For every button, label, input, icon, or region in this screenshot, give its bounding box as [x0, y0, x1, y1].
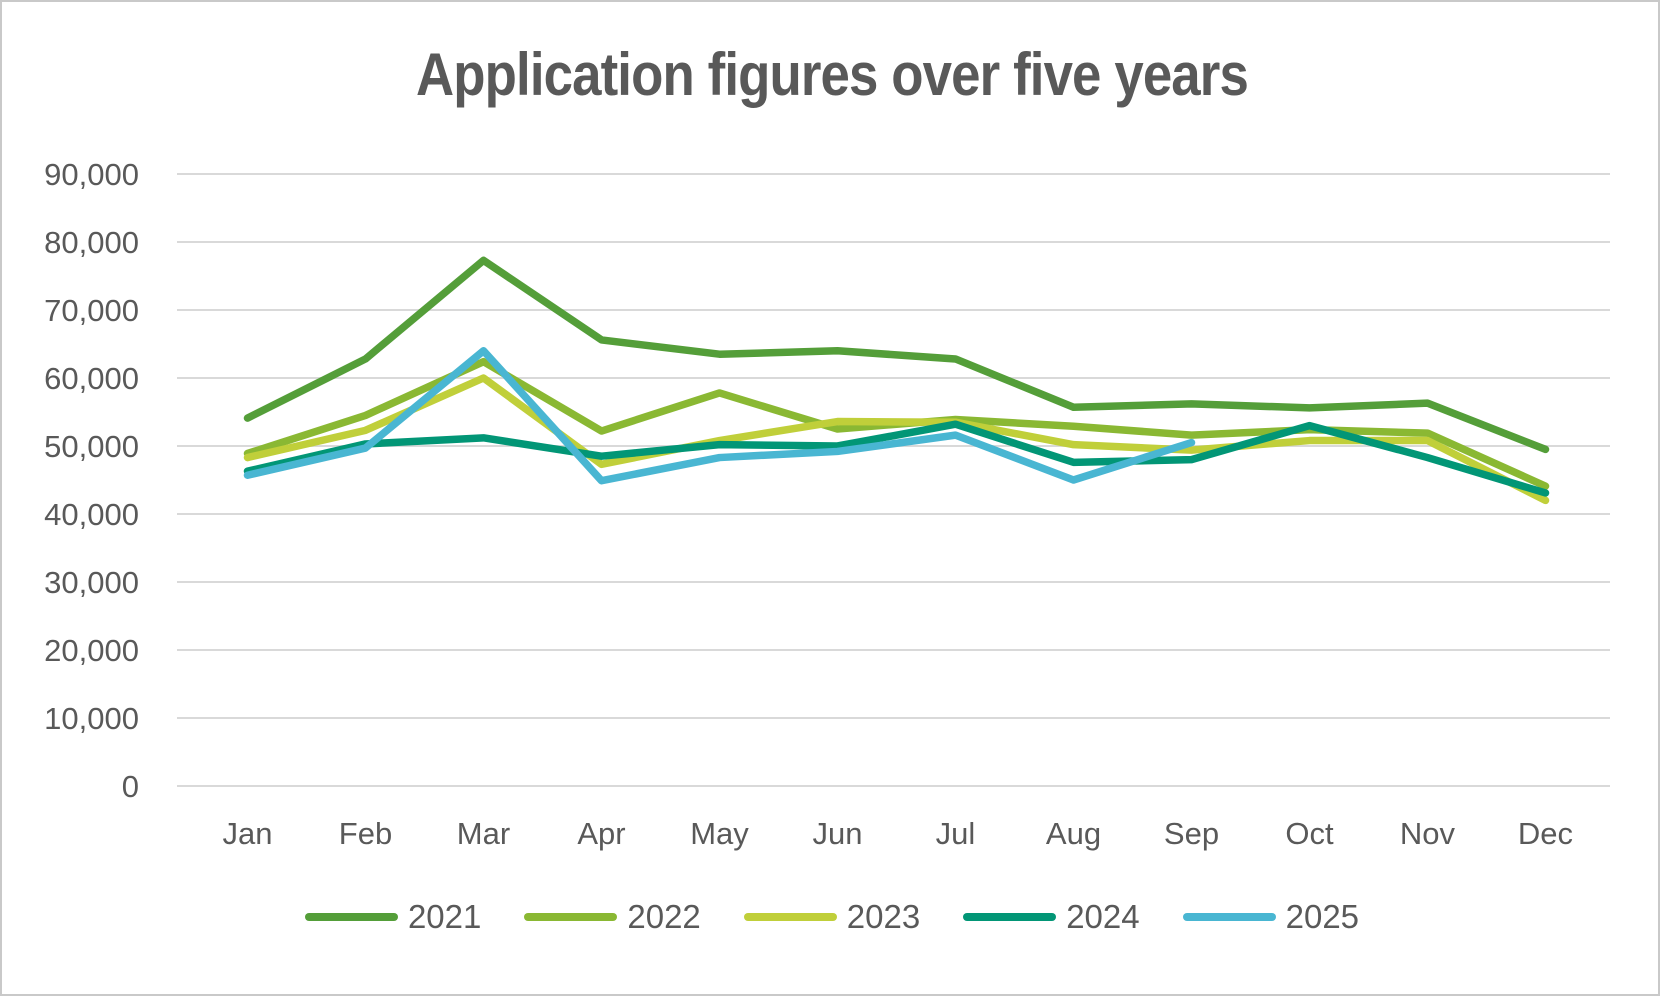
legend-label-2021: 2021 [407, 898, 482, 935]
chart-legend: 2021 2022 2023 2024 2025 [2, 898, 1658, 936]
y-axis-tick-label: 30,000 [44, 565, 139, 600]
x-axis-tick-label-sep: Sep [1164, 816, 1219, 851]
x-axis-tick-label-aug: Aug [1046, 816, 1101, 851]
y-axis-tick-label: 20,000 [44, 633, 139, 668]
y-axis-tick-label: 80,000 [44, 225, 139, 260]
y-axis-tick-label: 90,000 [44, 157, 139, 192]
x-axis-tick-label-jun: Jun [813, 816, 863, 851]
x-axis-tick-label-may: May [690, 816, 749, 851]
y-axis-tick-label: 0 [122, 769, 139, 804]
legend-item-2022: 2022 [524, 898, 701, 936]
y-axis-tick-label: 70,000 [44, 293, 139, 328]
line-chart-plot-area: 0 10,000 20,000 30,000 40,000 50,000 60,000 70,… [44, 157, 1610, 851]
x-axis-tick-label-mar: Mar [457, 816, 510, 851]
x-axis-tick-label-apr: Apr [577, 816, 625, 851]
x-axis-tick-label-oct: Oct [1285, 816, 1334, 851]
x-axis-tick-label-feb: Feb [339, 816, 392, 851]
legend-label-2025: 2025 [1285, 898, 1360, 935]
x-axis-tick-label-dec: Dec [1518, 816, 1573, 851]
series-line-2023 [243, 374, 1550, 505]
legend-swatch-2024 [963, 913, 1057, 921]
chart-title: Application figures over five years [416, 41, 1249, 108]
legend-label-2022: 2022 [627, 898, 701, 935]
legend-label-2023: 2023 [846, 898, 921, 935]
y-axis-tick-label: 50,000 [44, 429, 139, 464]
legend-swatch-2022 [524, 913, 618, 921]
x-axis-tick-label-jul: Jul [936, 816, 976, 851]
y-axis-tick-label: 60,000 [44, 361, 139, 396]
legend-swatch-2023 [743, 913, 837, 921]
series-line-2021 [243, 256, 1550, 454]
legend-swatch-2021 [304, 913, 398, 921]
legend-item-2023: 2023 [743, 898, 921, 936]
legend-item-2021: 2021 [304, 898, 482, 936]
legend-swatch-2025 [1182, 913, 1276, 921]
x-axis-tick-label-nov: Nov [1400, 816, 1456, 851]
legend-item-2024: 2024 [963, 898, 1140, 936]
legend-item-2025: 2025 [1182, 898, 1360, 936]
y-axis-tick-label: 10,000 [44, 701, 139, 736]
x-axis-tick-label-jan: Jan [223, 816, 273, 851]
series-line-2025 [243, 347, 1196, 485]
y-axis-tick-label: 40,000 [44, 497, 139, 532]
legend-label-2024: 2024 [1066, 898, 1140, 935]
series-line-2024 [243, 420, 1550, 497]
